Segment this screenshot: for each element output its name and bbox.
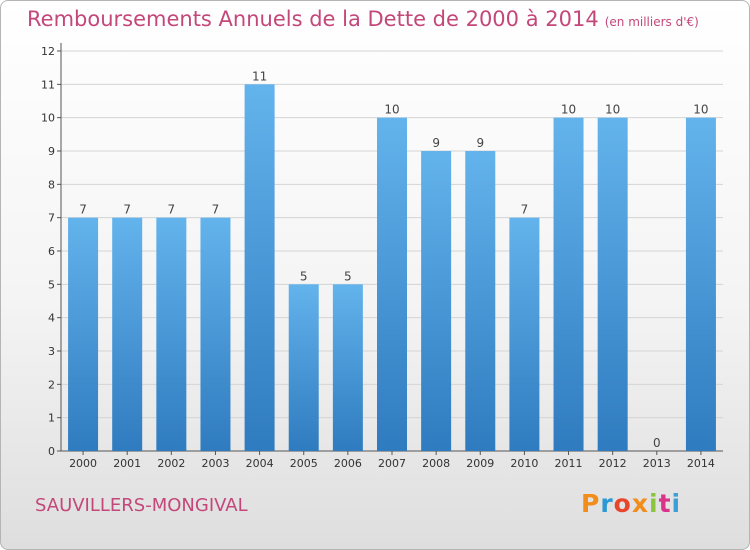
data-label: 9 — [432, 136, 440, 150]
y-tick-label: 8 — [48, 178, 55, 191]
data-label: 10 — [605, 103, 620, 117]
y-tick-label: 3 — [48, 345, 55, 358]
data-label: 11 — [252, 69, 267, 83]
data-label: 7 — [168, 203, 176, 217]
y-tick-label: 10 — [41, 112, 55, 125]
x-tick-label: 2009 — [466, 457, 494, 470]
proxiti-logo: Proxiti — [581, 489, 681, 518]
logo-letter: r — [600, 489, 614, 518]
data-label: 7 — [79, 203, 87, 217]
x-tick-label: 2014 — [687, 457, 715, 470]
data-label: 10 — [561, 103, 576, 117]
x-tick-label: 2004 — [246, 457, 274, 470]
y-tick-label: 4 — [48, 312, 55, 325]
data-label: 10 — [693, 103, 708, 117]
y-tick-label: 5 — [48, 278, 55, 291]
x-tick-label: 2012 — [599, 457, 627, 470]
data-label: 7 — [521, 203, 529, 217]
bar — [200, 217, 231, 451]
bar — [685, 117, 716, 452]
y-tick-label: 2 — [48, 378, 55, 391]
x-tick-label: 2011 — [555, 457, 583, 470]
x-tick-label: 2013 — [643, 457, 671, 470]
bars — [68, 84, 716, 452]
bar — [288, 284, 319, 451]
bar — [597, 117, 628, 452]
x-tick-label: 2006 — [334, 457, 362, 470]
data-label: 7 — [123, 203, 131, 217]
chart-unit-label: (en milliers d'€) — [604, 15, 699, 29]
y-tick-label: 11 — [41, 78, 55, 91]
x-tick-label: 2007 — [378, 457, 406, 470]
y-tick-label: 12 — [41, 45, 55, 58]
chart-title-text: Remboursements Annuels de la Dette de 20… — [27, 7, 599, 31]
x-tick-label: 2008 — [422, 457, 450, 470]
bar — [156, 217, 187, 451]
y-tick-label: 9 — [48, 145, 55, 158]
logo-letter: i — [671, 489, 682, 518]
bar — [332, 284, 363, 451]
bar — [377, 117, 407, 452]
logo-letter: o — [613, 489, 632, 518]
labels: 0123456789101112200072001720027200372004… — [41, 45, 715, 470]
y-tick-label: 0 — [48, 445, 55, 458]
data-label: 0 — [653, 436, 661, 450]
y-tick-label: 1 — [48, 412, 55, 425]
x-tick-label: 2002 — [157, 457, 185, 470]
logo-letter: i — [649, 489, 659, 518]
bar — [421, 151, 452, 451]
logo-letter: t — [658, 489, 672, 518]
x-tick-label: 2003 — [201, 457, 229, 470]
y-tick-label: 6 — [48, 245, 55, 258]
bar — [509, 217, 540, 451]
bar — [112, 217, 143, 451]
chart-title: Remboursements Annuels de la Dette de 20… — [27, 7, 699, 31]
data-label: 5 — [300, 269, 308, 283]
x-tick-label: 2001 — [113, 457, 141, 470]
y-tick-label: 7 — [48, 212, 55, 225]
bar — [465, 151, 496, 451]
bar — [68, 217, 99, 451]
logo-letter: P — [581, 489, 601, 518]
x-tick-label: 2005 — [290, 457, 318, 470]
x-tick-label: 2000 — [69, 457, 97, 470]
data-label: 5 — [344, 269, 352, 283]
city-name: SAUVILLERS-MONGIVAL — [35, 495, 248, 516]
x-tick-label: 2010 — [510, 457, 538, 470]
bar — [553, 117, 584, 452]
bar — [244, 84, 275, 451]
data-label: 10 — [384, 103, 399, 117]
logo-letter: x — [631, 489, 649, 518]
data-label: 7 — [212, 203, 220, 217]
data-label: 9 — [476, 136, 484, 150]
